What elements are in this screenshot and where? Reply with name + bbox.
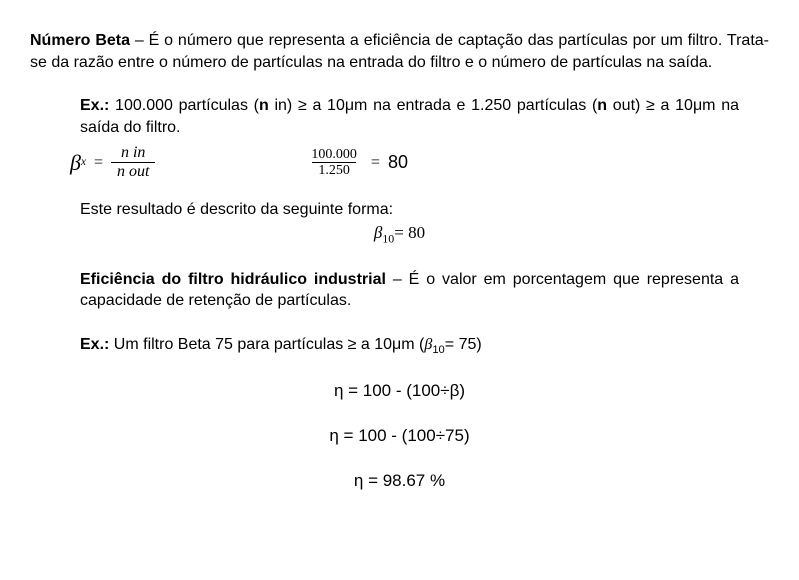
intro-dash: – [130,32,149,49]
beta-symbol: β [70,148,81,178]
result-val: 80 [408,223,425,242]
ex2-text1: Um filtro Beta 75 para partículas ≥ a 10… [109,336,424,353]
ex2-label: Ex.: [80,336,109,353]
example-2: Ex.: Um filtro Beta 75 para partículas ≥… [80,334,739,358]
beta-formula-row: βx = n in n out 100.000 1.250 = 80 [70,144,739,180]
fraction-numeric: 100.000 1.250 [305,147,363,179]
ex2-close: ) [476,336,481,353]
eq-sign-2: = [371,152,380,174]
beta-formula-symbolic: βx = n in n out [70,144,155,180]
result-description: Este resultado é descrito da seguinte fo… [80,199,739,221]
eff-formula-3: ƞ = 98.67 % [30,470,769,493]
efficiency-dash: – [386,271,409,288]
result-sub: 10 [382,232,394,246]
intro-paragraph: Número Beta – É o número que representa … [30,30,769,73]
ex2-eq: = [445,336,459,353]
intro-title: Número Beta [30,32,130,49]
ex1-n-in-bold: n [259,97,269,114]
result-eq: = [394,223,408,242]
formula-result: 80 [388,150,408,174]
frac-num-2: 100.000 [305,147,363,162]
result-formula: β10= 80 [30,222,769,246]
eff-formula-1: ƞ = 100 - (100÷β) [30,380,769,403]
efficiency-paragraph: Eficiência do filtro hidráulico industri… [80,269,739,312]
beta-formula-numeric: 100.000 1.250 = 80 [305,144,408,180]
efficiency-title: Eficiência do filtro hidráulico industri… [80,271,386,288]
eff-formula-2: ƞ = 100 - (100÷75) [30,425,769,448]
eq-sign-1: = [94,152,103,174]
document-body: Número Beta – É o número que representa … [0,0,799,545]
ex2-sub: 10 [432,344,444,356]
ex1-part1: 100.000 partículas ( [109,97,259,114]
ex2-val: 75 [459,336,477,353]
frac-den-1: n out [111,162,155,181]
ex1-n-in-text: in) ≥ a 10μm na entrada e 1.250 partícul… [269,97,598,114]
frac-num-1: n in [115,144,151,162]
ex1-n-out-bold: n [597,97,607,114]
example-1: Ex.: 100.000 partículas (n in) ≥ a 10μm … [80,95,739,138]
beta-sub-x: x [81,155,86,170]
frac-den-2: 1.250 [312,162,356,178]
ex1-label: Ex.: [80,97,109,114]
fraction-symbolic: n in n out [111,144,155,180]
efficiency-formulas: ƞ = 100 - (100÷β) ƞ = 100 - (100÷75) ƞ =… [30,380,769,493]
